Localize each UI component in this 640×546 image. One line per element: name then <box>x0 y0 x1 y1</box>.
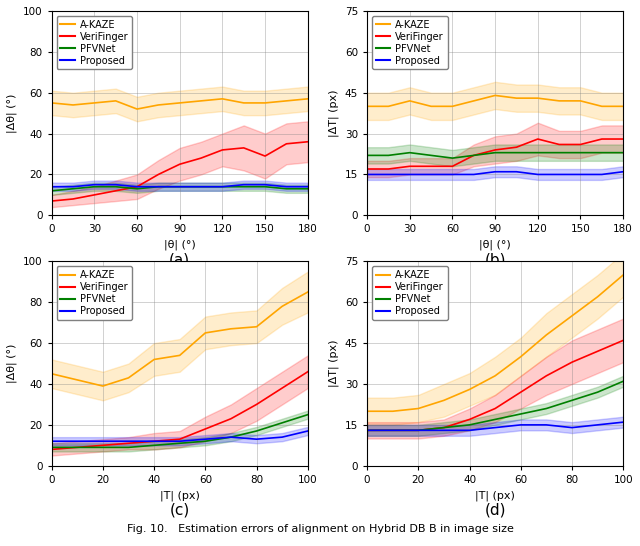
Text: (b): (b) <box>484 252 506 267</box>
Legend: A-KAZE, VeriFinger, PFVNet, Proposed: A-KAZE, VeriFinger, PFVNet, Proposed <box>372 266 448 320</box>
Y-axis label: |ΔT| (px): |ΔT| (px) <box>329 340 339 387</box>
X-axis label: |T| (px): |T| (px) <box>475 490 515 501</box>
Y-axis label: |ΔT| (px): |ΔT| (px) <box>329 90 339 137</box>
X-axis label: |θ| (°): |θ| (°) <box>164 240 196 251</box>
Text: (a): (a) <box>169 252 190 267</box>
X-axis label: |θ| (°): |θ| (°) <box>479 240 511 251</box>
X-axis label: |T| (px): |T| (px) <box>160 490 200 501</box>
Text: (d): (d) <box>484 502 506 518</box>
Legend: A-KAZE, VeriFinger, PFVNet, Proposed: A-KAZE, VeriFinger, PFVNet, Proposed <box>56 16 132 69</box>
Text: Fig. 10.   Estimation errors of alignment on Hybrid DB B in image size: Fig. 10. Estimation errors of alignment … <box>127 524 513 535</box>
Y-axis label: |Δθ| (°): |Δθ| (°) <box>7 344 17 383</box>
Text: (c): (c) <box>170 502 190 518</box>
Legend: A-KAZE, VeriFinger, PFVNet, Proposed: A-KAZE, VeriFinger, PFVNet, Proposed <box>56 266 132 320</box>
Y-axis label: |Δθ| (°): |Δθ| (°) <box>7 93 17 133</box>
Legend: A-KAZE, VeriFinger, PFVNet, Proposed: A-KAZE, VeriFinger, PFVNet, Proposed <box>372 16 448 69</box>
